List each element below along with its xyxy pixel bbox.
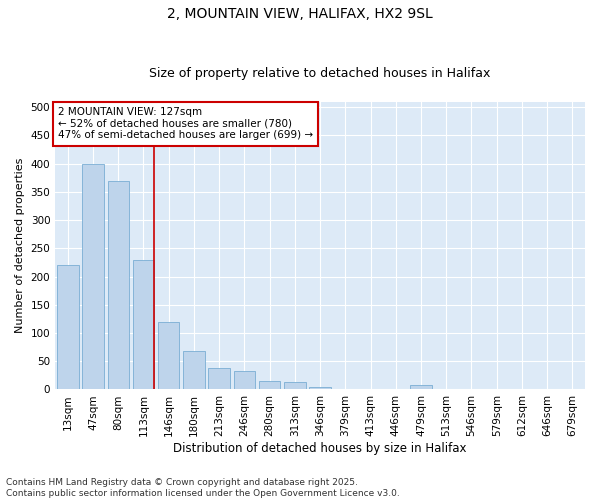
Bar xyxy=(57,265,79,390)
Bar xyxy=(82,164,104,390)
Bar xyxy=(310,387,331,390)
Text: Contains HM Land Registry data © Crown copyright and database right 2025.
Contai: Contains HM Land Registry data © Crown c… xyxy=(6,478,400,498)
Bar xyxy=(233,372,255,390)
Bar xyxy=(284,382,305,390)
Y-axis label: Number of detached properties: Number of detached properties xyxy=(15,158,25,333)
Text: 2, MOUNTAIN VIEW, HALIFAX, HX2 9SL: 2, MOUNTAIN VIEW, HALIFAX, HX2 9SL xyxy=(167,8,433,22)
Bar xyxy=(183,351,205,390)
Bar xyxy=(158,322,179,390)
Bar xyxy=(410,385,432,390)
Bar xyxy=(107,180,129,390)
Text: 2 MOUNTAIN VIEW: 127sqm
← 52% of detached houses are smaller (780)
47% of semi-d: 2 MOUNTAIN VIEW: 127sqm ← 52% of detache… xyxy=(58,108,313,140)
Bar xyxy=(133,260,154,390)
Title: Size of property relative to detached houses in Halifax: Size of property relative to detached ho… xyxy=(149,66,491,80)
Bar xyxy=(208,368,230,390)
Bar xyxy=(259,381,280,390)
X-axis label: Distribution of detached houses by size in Halifax: Distribution of detached houses by size … xyxy=(173,442,467,455)
